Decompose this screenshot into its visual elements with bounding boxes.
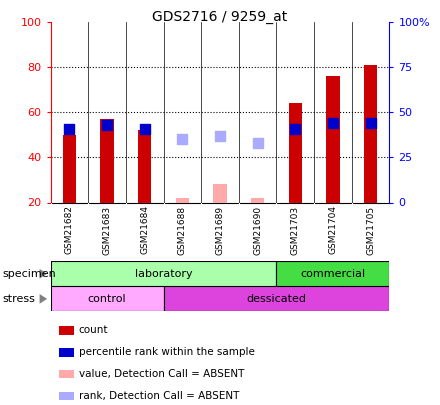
Bar <box>364 65 377 202</box>
Bar <box>326 76 340 202</box>
Text: GSM21682: GSM21682 <box>65 205 74 254</box>
Text: GSM21684: GSM21684 <box>140 205 149 254</box>
Text: commercial: commercial <box>301 269 366 279</box>
Bar <box>51 286 164 311</box>
Point <box>330 120 337 126</box>
Text: laboratory: laboratory <box>135 269 192 279</box>
Bar <box>164 286 389 311</box>
Bar <box>276 261 389 286</box>
Text: rank, Detection Call = ABSENT: rank, Detection Call = ABSENT <box>79 391 239 401</box>
Text: GSM21704: GSM21704 <box>328 205 337 254</box>
Point <box>292 126 299 132</box>
Point <box>66 126 73 132</box>
Point <box>179 136 186 143</box>
Bar <box>289 103 302 202</box>
Point <box>254 140 261 146</box>
Text: specimen: specimen <box>2 269 56 279</box>
Text: GSM21705: GSM21705 <box>366 205 375 255</box>
Text: value, Detection Call = ABSENT: value, Detection Call = ABSENT <box>79 369 244 379</box>
Text: GSM21688: GSM21688 <box>178 205 187 255</box>
Text: dessicated: dessicated <box>246 294 307 304</box>
Text: percentile rank within the sample: percentile rank within the sample <box>79 347 255 357</box>
Text: GSM21690: GSM21690 <box>253 205 262 255</box>
Text: stress: stress <box>2 294 35 304</box>
Text: GSM21689: GSM21689 <box>216 205 224 255</box>
Point <box>367 120 374 126</box>
Text: count: count <box>79 325 108 335</box>
Bar <box>176 198 189 202</box>
Text: control: control <box>88 294 126 304</box>
Bar <box>138 130 151 202</box>
Point <box>103 122 110 128</box>
Bar <box>59 370 73 379</box>
Bar <box>59 326 73 335</box>
Bar <box>251 198 264 202</box>
Text: GSM21683: GSM21683 <box>103 205 112 255</box>
Text: GSM21703: GSM21703 <box>291 205 300 255</box>
Bar <box>213 185 227 202</box>
Point <box>216 132 224 139</box>
Bar <box>59 392 73 401</box>
Bar <box>63 135 76 202</box>
Text: GDS2716 / 9259_at: GDS2716 / 9259_at <box>152 10 288 24</box>
Bar <box>100 119 114 202</box>
Bar <box>59 348 73 356</box>
Point <box>141 126 148 132</box>
Bar <box>51 261 276 286</box>
